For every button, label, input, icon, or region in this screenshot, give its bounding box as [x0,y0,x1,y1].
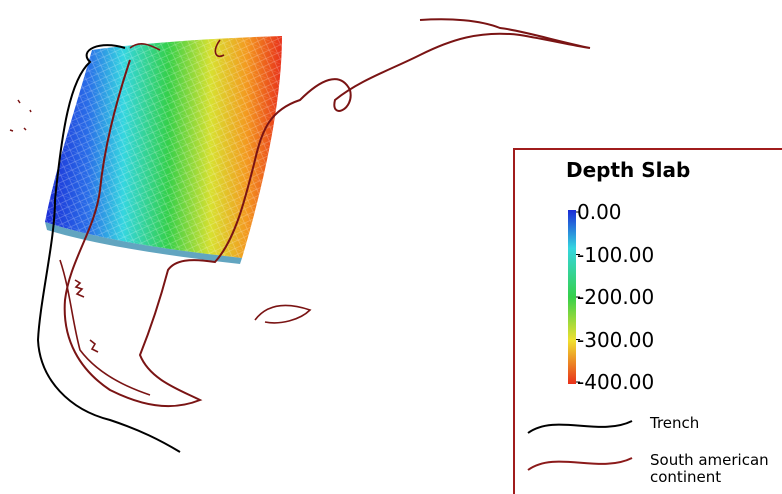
colorbar-tick-label: -200.00 [577,285,655,309]
legend-label: South american continent [650,451,769,486]
continent-islands [59,39,312,396]
continent-islets [9,99,32,132]
trench-line [36,44,181,453]
colorbar-tick-label: 0.00 [577,200,622,224]
slab-mesh [45,36,282,258]
legend-swatch [527,420,633,434]
legend-swatch [527,457,633,471]
colorbar-tick-label: -400.00 [577,370,655,394]
colorbar-title: Depth Slab [566,158,691,182]
colorbar [568,210,576,384]
continent-line [63,18,591,407]
legend-label: Trench [650,414,700,432]
slab-edge [45,222,242,264]
colorbar-tick-label: -300.00 [577,327,655,352]
colorbar-tick-label: -100.00 [577,242,655,267]
legend-box [513,148,782,494]
legend-lines [527,420,633,471]
colorbar-ticks [576,211,580,383]
